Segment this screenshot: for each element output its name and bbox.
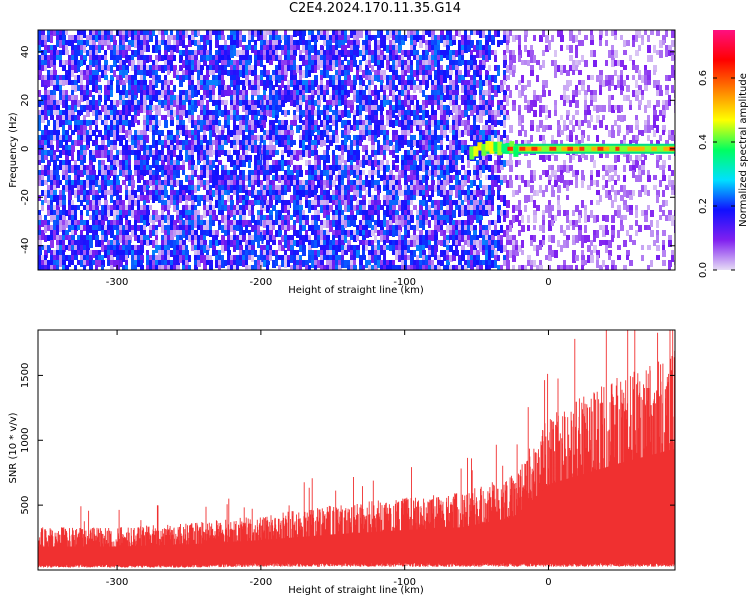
y-tick-label: 40 (20, 45, 31, 58)
colorbar-tick: 0.4 (698, 134, 735, 150)
colorbar-tick: 0.2 (698, 198, 735, 214)
x-tick: -100 (393, 30, 416, 288)
colorbar-gradient (713, 30, 735, 270)
colorbar-tick-label: 0.2 (698, 198, 709, 214)
y-tick-label: 1500 (20, 363, 31, 388)
snr-band (38, 448, 675, 561)
y-tick: 1500 (20, 363, 675, 388)
y-tick: 1000 (20, 428, 675, 453)
y-tick-label: -40 (20, 238, 31, 254)
x-tick-label: -100 (393, 577, 416, 588)
x-tick: 0 (545, 30, 552, 288)
x-tick: -300 (106, 30, 129, 288)
x-tick-label: 0 (545, 277, 551, 288)
y-tick: 500 (20, 496, 675, 515)
snr-frame (37, 329, 676, 571)
spectrogram-y-ticks: -40 -20 0 20 40 (20, 45, 675, 254)
y-tick-label: 0 (20, 146, 31, 152)
y-tick-label: -20 (20, 189, 31, 205)
snr-x-ticks: -300 -200 -100 0 (106, 330, 552, 588)
colorbar-label: Normalized spectral amplitude (738, 73, 749, 227)
colorbar: 0.0 0.2 0.4 0.6 Normalized spectral amplitu… (698, 30, 749, 278)
x-tick: 0 (545, 330, 552, 588)
snr-x-label: Height of straight line (km) (288, 585, 424, 596)
colorbar-tick: 0.6 (698, 70, 735, 86)
x-tick: -100 (393, 330, 416, 588)
y-tick-label: 20 (20, 94, 31, 107)
spectrogram-frame (37, 29, 676, 271)
x-tick-label: -100 (393, 277, 416, 288)
x-tick-label: -200 (250, 577, 273, 588)
y-tick: 20 (20, 94, 675, 107)
colorbar-tick: 0.0 (698, 262, 735, 278)
x-tick-label: 0 (545, 577, 551, 588)
y-tick: 0 (20, 146, 675, 152)
x-tick-label: -300 (106, 577, 129, 588)
snr-panel: -300 -200 -100 0 500 1000 1500 Height of stra… (8, 329, 676, 596)
snr-y-ticks: 500 1000 1500 (20, 363, 675, 515)
x-tick-label: -200 (250, 277, 273, 288)
colorbar-tick-label: 0.4 (698, 134, 709, 150)
y-tick-label: 500 (20, 496, 31, 515)
y-tick: -20 (20, 189, 675, 205)
x-tick: -300 (106, 330, 129, 588)
y-tick: 40 (20, 45, 675, 58)
x-tick: -200 (250, 30, 273, 288)
signal-line (469, 140, 675, 160)
snr-y-label: SNR (10 * v/v) (8, 412, 19, 483)
y-tick-label: 1000 (20, 428, 31, 453)
x-tick-label: -300 (106, 277, 129, 288)
y-tick: -40 (20, 238, 675, 254)
x-tick: -200 (250, 330, 273, 588)
spectrogram-x-ticks: -300 -200 -100 0 (106, 30, 552, 288)
snr-series (38, 330, 675, 568)
spectrogram-x-label: Height of straight line (km) (288, 285, 424, 296)
colorbar-tick-label: 0.6 (698, 70, 709, 86)
colorbar-tick-label: 0.0 (698, 262, 709, 278)
figure-title: C2E4.2024.170.11.35.G14 (288, 1, 462, 16)
colorbar-ticks: 0.0 0.2 0.4 0.6 (698, 70, 735, 278)
spectrogram-cells (38, 30, 675, 270)
spectrogram-y-label: Frequency (Hz) (8, 112, 19, 188)
